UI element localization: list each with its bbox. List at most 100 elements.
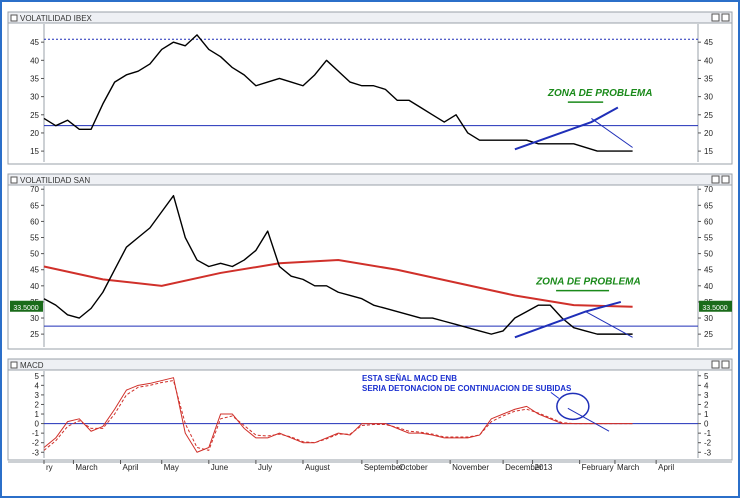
panel-1-tick-label-left: 60 — [30, 217, 39, 226]
x-axis-label: 2013 — [535, 463, 553, 472]
panel-0-tick-label-right: 25 — [704, 111, 713, 120]
panel-1-frame — [7, 173, 733, 350]
panel-2-tick-label-left: 5 — [35, 372, 40, 381]
panel-0-tick-label-left: 20 — [30, 129, 39, 138]
panel-1-price-line — [43, 194, 633, 335]
panel-0-annotation: ZONA DE PROBLEMA — [547, 88, 653, 99]
x-axis-label: ry — [46, 463, 53, 472]
panel-0-tick-label-left: 25 — [30, 111, 39, 120]
panel-1-tick-label-left: 70 — [30, 185, 39, 194]
x-axis-label: April — [123, 463, 139, 472]
x-axis-label: March — [75, 463, 97, 472]
panel-0-tick-label-right: 20 — [704, 129, 713, 138]
panel-0-title: VOLATILIDAD IBEX — [20, 14, 93, 23]
panel-0-tick-label-right: 30 — [704, 93, 713, 102]
panel-0-trendline-down — [591, 118, 633, 148]
panel-1-tick-label-left: 55 — [30, 234, 39, 243]
panel-0-tick-label-right: 35 — [704, 74, 713, 83]
value-label-left-bg — [10, 300, 43, 312]
macd-note-line-0: ESTA SEÑAL MACD ENB — [362, 374, 457, 383]
panel-1-close-icon — [721, 175, 730, 184]
value-label-left: 33.5000 — [13, 305, 38, 312]
panel-1-title-bar — [7, 173, 733, 186]
panel-2-tick-label-left: 2 — [35, 400, 40, 409]
panel-1-title: VOLATILIDAD SAN — [20, 176, 90, 185]
macd-note-arrow — [550, 391, 560, 399]
panel-2-tick-label-right: -2 — [704, 439, 712, 448]
panel-1-tick-label-right: 40 — [704, 282, 713, 291]
x-axis-label: March — [617, 463, 639, 472]
panel-1-tick-label-left: 30 — [30, 314, 39, 323]
panel-1-tick-label-left: 65 — [30, 201, 39, 210]
x-axis-label: October — [399, 463, 428, 472]
panel-2-tick-label-left: 1 — [35, 410, 40, 419]
panel-2-tick-label-right: 5 — [704, 372, 709, 381]
panel-2-title: MACD — [20, 361, 44, 370]
panel-0-tick-label-left: 40 — [30, 56, 39, 65]
x-axis-label: April — [658, 463, 674, 472]
macd-line — [43, 377, 633, 453]
panel-2-tick-label-right: -3 — [704, 448, 712, 457]
x-axis-label: July — [258, 463, 272, 472]
panel-2-tick-label-right: 3 — [704, 391, 709, 400]
x-axis-label: June — [211, 463, 229, 472]
panel-1-tick-label-right: 65 — [704, 201, 713, 210]
macd-signal-circle — [556, 392, 590, 421]
panel-2-tick-label-left: -3 — [32, 448, 40, 457]
panel-1-moving-average — [43, 259, 633, 308]
panel-2-menu-icon — [10, 361, 18, 369]
panel-0-restore-icon — [711, 13, 720, 22]
x-axis-label: September — [364, 463, 403, 472]
panel-2-tick-label-right: 0 — [704, 420, 709, 429]
panel-1-restore-icon — [711, 175, 720, 184]
panel-1-tick-label-right: 60 — [704, 217, 713, 226]
panel-2-tick-label-right: 1 — [704, 410, 709, 419]
x-axis-label: November — [452, 463, 489, 472]
panel-1-tick-label-right: 25 — [704, 330, 713, 339]
panel-2-trendline-down — [567, 407, 610, 432]
panel-1-tick-label-right: 50 — [704, 250, 713, 259]
signal-line — [43, 380, 633, 451]
panel-2-tick-label-left: 0 — [35, 420, 40, 429]
panel-0-menu-icon — [10, 14, 18, 22]
value-label-right-bg — [699, 300, 732, 312]
panel-1-tick-label-right: 70 — [704, 185, 713, 194]
panel-0-tick-label-left: 15 — [30, 147, 39, 156]
panel-2-close-icon — [721, 360, 730, 369]
panel-0-frame — [7, 11, 733, 165]
panel-1-annotation: ZONA DE PROBLEMA — [535, 277, 641, 288]
x-axis-label: August — [305, 463, 331, 472]
panel-0-tick-label-right: 15 — [704, 147, 713, 156]
panel-0-title-bar — [7, 11, 733, 24]
panel-0-trendline — [514, 106, 619, 151]
panel-1-menu-icon — [10, 176, 18, 184]
panel-0-tick-label-right: 40 — [704, 56, 713, 65]
panel-0-tick-label-left: 30 — [30, 93, 39, 102]
panel-2-tick-label-left: -1 — [32, 429, 40, 438]
panel-2-tick-label-right: -1 — [704, 429, 712, 438]
x-axis-label: December — [505, 463, 542, 472]
panel-0-tick-label-left: 35 — [30, 74, 39, 83]
macd-note-line-1: SERIA DETONACION DE CONTINUACION DE SUBI… — [362, 384, 572, 393]
panel-2-tick-label-right: 2 — [704, 400, 709, 409]
panel-1-tick-label-left: 25 — [30, 330, 39, 339]
x-axis-label: February — [582, 463, 614, 472]
panel-2-restore-icon — [711, 360, 720, 369]
panel-0-close-icon — [721, 13, 730, 22]
panel-2-tick-label-right: 4 — [704, 381, 709, 390]
panel-1-trendline-down — [585, 311, 633, 338]
panel-2-frame — [7, 358, 733, 461]
panel-1-tick-label-left: 50 — [30, 250, 39, 259]
panel-0-tick-label-right: 45 — [704, 38, 713, 47]
panel-1-tick-label-left: 45 — [30, 266, 39, 275]
x-axis-label: May — [164, 463, 179, 472]
panel-1-tick-label-right: 55 — [704, 234, 713, 243]
panel-1-tick-label-right: 30 — [704, 314, 713, 323]
panel-1-tick-label-left: 40 — [30, 282, 39, 291]
panel-2-tick-label-left: 4 — [35, 381, 40, 390]
panel-1-tick-label-right: 45 — [704, 266, 713, 275]
panel-2-title-bar — [7, 358, 733, 371]
panel-2-tick-label-left: -2 — [32, 439, 40, 448]
